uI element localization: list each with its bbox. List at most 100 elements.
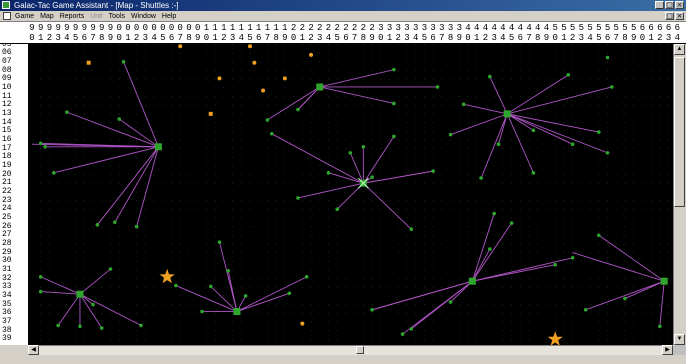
close-button[interactable]: × — [675, 1, 684, 9]
grid-dot — [293, 200, 295, 202]
column-ones-digit: 2 — [308, 33, 314, 43]
grid-dot — [432, 191, 434, 193]
galaxy-map[interactable] — [28, 44, 673, 345]
grid-dot — [57, 113, 59, 115]
menu-map[interactable]: Map — [40, 13, 54, 20]
grid-dot — [502, 191, 504, 193]
grid-dot — [336, 304, 338, 306]
shuttle-route — [328, 172, 364, 184]
menu-window[interactable]: Window — [131, 13, 156, 20]
grid-dot — [223, 78, 225, 80]
grid-dot — [380, 252, 382, 254]
menu-reports[interactable]: Reports — [59, 13, 85, 20]
grid-dot — [31, 243, 33, 245]
grid-dot — [345, 182, 347, 184]
grid-dot — [650, 113, 652, 115]
grid-dot — [545, 70, 547, 72]
title-bar: Galac-Tac Game Assistant - [Map - Shuttl… — [0, 0, 686, 11]
grid-dot — [48, 165, 50, 167]
grid-dot — [519, 278, 521, 280]
grid-dot — [153, 338, 155, 340]
grid-dot — [354, 165, 356, 167]
grid-dot — [511, 252, 513, 254]
column-tens-digit: 1 — [247, 23, 253, 33]
grid-dot — [380, 87, 382, 89]
grid-dot — [48, 130, 50, 132]
grid-dot — [589, 295, 591, 297]
grid-dot — [511, 122, 513, 124]
maximize-button[interactable]: □ — [665, 1, 674, 9]
grid-dot — [83, 113, 85, 115]
grid-dot — [232, 226, 234, 228]
grid-dot — [354, 87, 356, 89]
scroll-down-button[interactable]: ▼ — [674, 334, 685, 345]
horizontal-scroll-thumb[interactable] — [356, 346, 364, 354]
grid-dot — [118, 104, 120, 106]
grid-dot — [545, 269, 547, 271]
grid-dot — [668, 200, 670, 202]
grid-dot — [545, 338, 547, 340]
column-ones-digit: 9 — [369, 33, 375, 43]
scroll-left-button[interactable]: ◀ — [28, 345, 39, 355]
minimize-button[interactable]: _ — [655, 1, 664, 9]
grid-dot — [57, 165, 59, 167]
grid-dot — [624, 234, 626, 236]
grid-dot — [545, 304, 547, 306]
grid-dot — [232, 156, 234, 158]
menu-game[interactable]: Game — [15, 13, 35, 20]
grid-dot — [397, 174, 399, 176]
document-icon[interactable] — [3, 12, 11, 20]
vertical-scroll-thumb[interactable] — [674, 57, 685, 207]
grid-dot — [48, 70, 50, 72]
horizontal-scrollbar[interactable]: ◀ ▶ — [28, 345, 673, 355]
grid-dot — [31, 122, 33, 124]
vertical-scrollbar[interactable]: ▲ ▼ — [673, 44, 686, 345]
mdi-restore-button[interactable]: □ — [665, 12, 674, 20]
grid-dot — [406, 139, 408, 141]
grid-dot — [101, 252, 103, 254]
grid-dot — [310, 304, 312, 306]
grid-dot — [240, 70, 242, 72]
grid-dot — [345, 269, 347, 271]
grid-dot — [406, 260, 408, 262]
scroll-up-button[interactable]: ▲ — [674, 44, 685, 55]
column-tens-digit: 3 — [412, 23, 419, 33]
grid-dot — [284, 226, 286, 228]
grid-dot — [615, 182, 617, 184]
grid-dot — [633, 330, 635, 332]
menu-help[interactable]: Help — [161, 13, 177, 20]
grid-dot — [659, 217, 661, 219]
grid-dot — [389, 182, 391, 184]
planet — [134, 224, 139, 229]
grid-dot — [397, 269, 399, 271]
grid-dot — [214, 156, 216, 158]
grid-dot — [641, 78, 643, 80]
menu-tools[interactable]: Tools — [108, 13, 125, 20]
grid-dot — [415, 44, 417, 45]
map-canvas[interactable] — [28, 44, 673, 345]
grid-dot — [48, 217, 50, 219]
grid-dot — [293, 78, 295, 80]
scroll-right-button[interactable]: ▶ — [662, 345, 673, 355]
column-ones-digit: 1 — [299, 33, 306, 43]
grid-dot — [75, 217, 77, 219]
grid-dot — [57, 200, 59, 202]
grid-dot — [232, 122, 234, 124]
grid-dot — [362, 252, 364, 254]
grid-dot — [371, 200, 373, 202]
grid-dot — [615, 217, 617, 219]
grid-dot — [83, 338, 85, 340]
grid-dot — [345, 44, 347, 45]
column-ones-digit: 9 — [194, 33, 201, 43]
grid-dot — [92, 122, 94, 124]
grid-dot — [362, 269, 364, 271]
menu-unit[interactable]: Unit — [90, 13, 103, 20]
grid-dot — [66, 139, 68, 141]
grid-dot — [162, 191, 164, 193]
grid-dot — [275, 278, 277, 280]
mdi-close-button[interactable]: × — [675, 12, 684, 20]
row-label: 33 — [2, 282, 12, 292]
shuttle-route — [227, 270, 238, 312]
grid-dot — [197, 139, 199, 141]
grid-dot — [441, 252, 443, 254]
